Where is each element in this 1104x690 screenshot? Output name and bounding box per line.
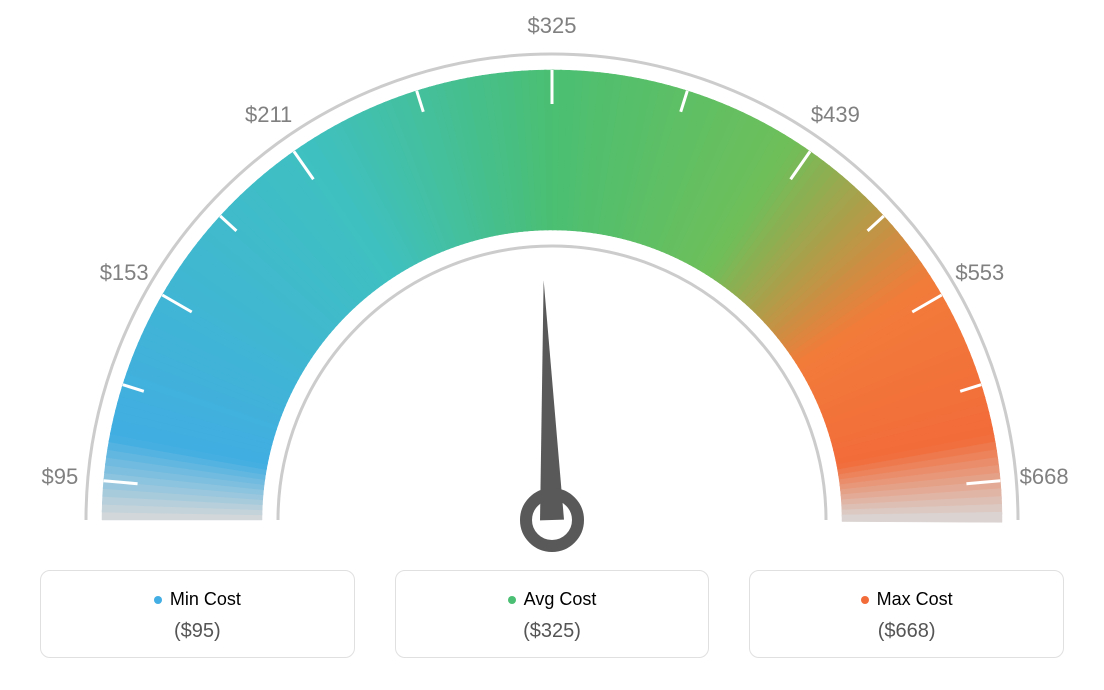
legend-label-min: Min Cost <box>170 589 241 610</box>
gauge-svg <box>0 0 1104 560</box>
legend-card-avg: Avg Cost ($325) <box>395 570 710 658</box>
legend-value-max: ($668) <box>750 620 1063 643</box>
legend-title-avg: Avg Cost <box>508 589 597 610</box>
tick-label: $153 <box>100 260 149 286</box>
legend-value-min: ($95) <box>41 620 354 643</box>
legend-row: Min Cost ($95) Avg Cost ($325) Max Cost … <box>0 570 1104 658</box>
tick-label: $95 <box>42 464 79 490</box>
cost-gauge-container: $95 $153 $211 $325 $439 $553 $668 Min Cost ($9… <box>0 0 1104 690</box>
tick-label: $211 <box>245 102 292 128</box>
gauge-chart: $95 $153 $211 $325 $439 $553 $668 <box>0 0 1104 560</box>
legend-card-min: Min Cost ($95) <box>40 570 355 658</box>
legend-card-max: Max Cost ($668) <box>749 570 1064 658</box>
legend-title-min: Min Cost <box>154 589 241 610</box>
legend-dot-avg <box>508 596 516 604</box>
tick-label: $439 <box>811 102 860 128</box>
legend-dot-max <box>861 596 869 604</box>
legend-dot-min <box>154 596 162 604</box>
tick-label: $325 <box>528 13 577 39</box>
tick-label: $668 <box>1020 464 1069 490</box>
legend-title-max: Max Cost <box>861 589 953 610</box>
legend-label-avg: Avg Cost <box>524 589 597 610</box>
legend-value-avg: ($325) <box>396 620 709 643</box>
tick-label: $553 <box>955 260 1004 286</box>
legend-label-max: Max Cost <box>877 589 953 610</box>
gauge-needle <box>540 280 564 520</box>
